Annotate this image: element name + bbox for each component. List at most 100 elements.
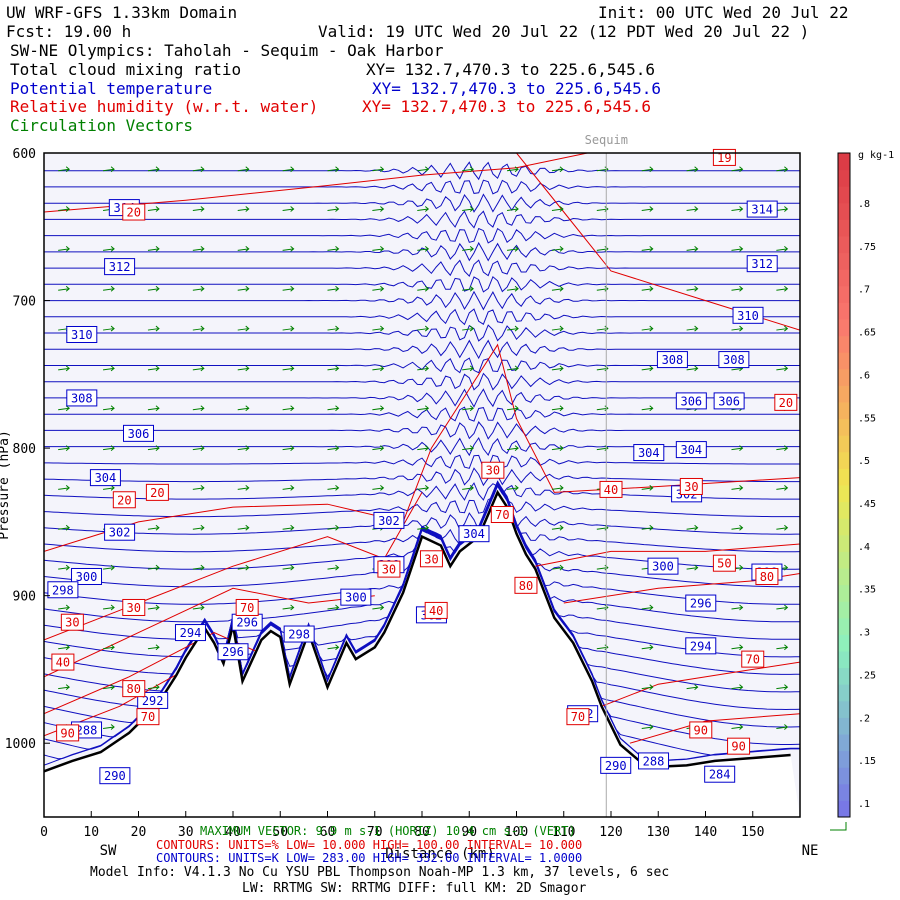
circulation-vector-head xyxy=(739,724,744,730)
circulation-vector-head xyxy=(245,166,250,173)
circulation-vector-head xyxy=(380,445,385,451)
x-tick-label: 140 xyxy=(694,825,717,840)
colorbar-segment xyxy=(838,252,850,270)
y-tick-label: 800 xyxy=(13,442,36,457)
theta-label: 304 xyxy=(463,527,485,541)
circulation-vector-head xyxy=(694,524,699,531)
init-time: Init: 00 UTC Wed 20 Jul 22 xyxy=(598,3,849,22)
circulation-vector-head xyxy=(784,445,789,451)
circulation-vector xyxy=(192,567,204,570)
colorbar-tick-label: .5 xyxy=(858,456,870,467)
circulation-vector xyxy=(372,208,384,212)
circulation-vector xyxy=(372,168,384,172)
circulation-vector-head xyxy=(380,485,385,491)
circulation-vector-head xyxy=(335,445,340,451)
theta-label: 300 xyxy=(345,591,367,605)
rh-label-box xyxy=(490,506,514,524)
circulation-vector-head xyxy=(335,524,340,531)
circulation-vector xyxy=(192,328,204,331)
circulation-vector xyxy=(327,567,339,570)
circulation-vector xyxy=(462,487,474,490)
theta-isoline xyxy=(44,227,800,244)
circulation-vector-head xyxy=(65,644,70,651)
circulation-vector xyxy=(327,447,339,451)
circulation-vector-head xyxy=(424,365,430,372)
colorbar-segment xyxy=(838,684,850,702)
circulation-vector xyxy=(58,288,70,291)
circulation-vector-head xyxy=(65,166,70,173)
circulation-vector-head xyxy=(110,445,115,451)
circulation-vector xyxy=(731,208,743,212)
colorbar-segment xyxy=(838,783,850,801)
x-tick-label: 0 xyxy=(40,825,48,840)
rh-label-box xyxy=(112,491,136,509)
colorbar-segment xyxy=(838,651,850,669)
colorbar-segment xyxy=(838,717,850,735)
circulation-vector-head xyxy=(469,206,474,212)
colorbar-tick-label: .6 xyxy=(858,370,870,381)
circulation-vector xyxy=(192,367,204,371)
circulation-vector-head xyxy=(559,524,564,531)
colorbar-segment xyxy=(838,219,850,237)
theta-label-box xyxy=(283,625,315,643)
circulation-vector xyxy=(192,447,204,451)
rh-label: 30 xyxy=(382,563,396,577)
theta-isoline xyxy=(44,388,800,408)
circulation-vector xyxy=(58,248,70,251)
circulation-vector xyxy=(237,288,249,291)
rh-label-box xyxy=(377,560,401,578)
theta-label: 296 xyxy=(222,645,244,659)
circulation-vector-head xyxy=(200,564,205,571)
circulation-vector xyxy=(506,447,519,451)
circulation-vector-head xyxy=(559,285,564,292)
circulation-vector xyxy=(776,487,788,490)
circulation-vector xyxy=(327,208,339,212)
circulation-vector xyxy=(192,487,204,490)
circulation-vector-head xyxy=(290,564,295,571)
circulation-vector-head xyxy=(380,246,385,252)
circulation-vector xyxy=(551,168,564,172)
theta-label: 302 xyxy=(109,526,131,540)
theta-label-box xyxy=(675,441,707,459)
circulation-vector-head xyxy=(469,405,474,412)
theta-isoline xyxy=(44,324,800,342)
theta-contour-info: CONTOURS: UNITS=K LOW= 283.00 HIGH= 332.… xyxy=(156,851,583,865)
theta-label: 300 xyxy=(652,560,674,574)
circulation-vector-head xyxy=(200,604,205,611)
circulation-vector xyxy=(686,567,698,570)
circulation-vector-head xyxy=(380,206,385,212)
circulation-vector xyxy=(192,208,204,212)
circulation-vector xyxy=(551,248,564,251)
rh-label-box xyxy=(566,708,590,726)
theta-label-box xyxy=(600,756,632,774)
circulation-vector-head xyxy=(694,684,699,691)
circulation-vector xyxy=(731,288,743,291)
circulation-vector xyxy=(776,686,788,690)
theta-isoline xyxy=(44,241,800,262)
circulation-vector xyxy=(731,487,743,490)
circulation-vector xyxy=(372,248,384,251)
circulation-vector-head xyxy=(245,285,250,292)
colorbar-segment xyxy=(838,186,850,204)
colorbar-tick-label: .8 xyxy=(858,199,870,210)
circulation-vector-head xyxy=(649,524,654,531)
circulation-vector-head xyxy=(290,604,295,611)
theta-label-box xyxy=(685,637,717,655)
circulation-vector-head xyxy=(559,166,564,173)
circulation-vector xyxy=(147,447,160,451)
circulation-vector xyxy=(58,527,70,530)
circulation-vector-head xyxy=(649,365,654,372)
colorbar-segment xyxy=(838,236,850,254)
circulation-vector-head xyxy=(335,365,340,372)
forecast-hour: Fcst: 19.00 h xyxy=(6,22,132,41)
rh-label: 30 xyxy=(684,480,698,494)
colorbar-tick-label: .55 xyxy=(858,413,876,424)
model-info: Model Info: V4.1.3 No Cu YSU PBL Thompso… xyxy=(90,865,670,880)
theta-label: 310 xyxy=(737,309,759,323)
circulation-vector xyxy=(147,567,160,570)
theta-label: 304 xyxy=(638,446,660,460)
colorbar-segment xyxy=(838,269,850,287)
colorbar-tick-label: .25 xyxy=(858,670,876,681)
circulation-vector xyxy=(776,328,788,331)
colorbar-tick-label: .7 xyxy=(858,285,870,296)
